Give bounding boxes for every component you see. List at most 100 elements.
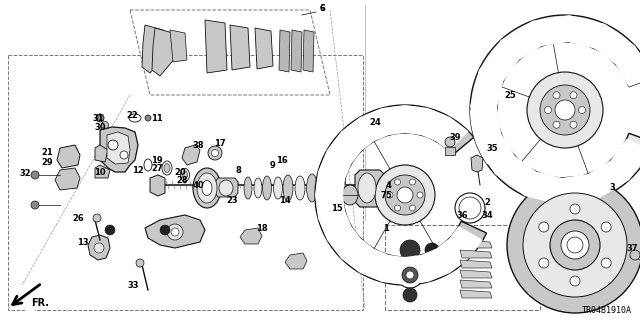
- Circle shape: [523, 193, 627, 297]
- Ellipse shape: [162, 161, 172, 175]
- Circle shape: [385, 175, 425, 215]
- Polygon shape: [215, 178, 238, 197]
- Ellipse shape: [193, 168, 221, 208]
- Polygon shape: [57, 145, 80, 168]
- Circle shape: [555, 100, 575, 120]
- Ellipse shape: [273, 177, 282, 199]
- Text: 38: 38: [192, 140, 204, 149]
- Polygon shape: [95, 165, 110, 178]
- Polygon shape: [460, 280, 492, 288]
- Polygon shape: [303, 30, 314, 72]
- Ellipse shape: [202, 180, 212, 196]
- Text: 27: 27: [151, 164, 163, 172]
- Polygon shape: [152, 28, 175, 76]
- Polygon shape: [460, 260, 492, 268]
- Circle shape: [427, 260, 437, 270]
- Circle shape: [445, 137, 455, 147]
- Text: 26: 26: [72, 213, 84, 222]
- Text: 10: 10: [94, 167, 106, 177]
- Circle shape: [160, 225, 170, 235]
- Circle shape: [570, 276, 580, 286]
- Circle shape: [406, 271, 414, 279]
- Circle shape: [527, 72, 603, 148]
- Polygon shape: [182, 145, 200, 165]
- Polygon shape: [291, 30, 302, 72]
- Text: 28: 28: [176, 175, 188, 185]
- Text: 23: 23: [226, 196, 238, 204]
- Circle shape: [601, 258, 611, 268]
- Text: 5: 5: [385, 190, 391, 199]
- Polygon shape: [55, 168, 80, 190]
- Bar: [445, 147, 455, 155]
- Circle shape: [410, 205, 415, 211]
- Text: 35: 35: [486, 143, 498, 153]
- Circle shape: [171, 228, 179, 236]
- Circle shape: [601, 222, 611, 232]
- Circle shape: [400, 240, 420, 260]
- Polygon shape: [471, 155, 483, 172]
- Circle shape: [31, 201, 39, 209]
- Text: 13: 13: [77, 237, 89, 246]
- Ellipse shape: [334, 174, 346, 202]
- Polygon shape: [205, 20, 227, 73]
- Polygon shape: [460, 240, 492, 248]
- Circle shape: [410, 179, 415, 185]
- Ellipse shape: [144, 159, 152, 171]
- Circle shape: [31, 171, 39, 179]
- Text: 29: 29: [41, 157, 53, 166]
- Text: 19: 19: [151, 156, 163, 164]
- Polygon shape: [142, 25, 165, 73]
- Polygon shape: [240, 228, 262, 244]
- Circle shape: [387, 192, 393, 198]
- Circle shape: [570, 204, 580, 214]
- Circle shape: [540, 85, 590, 135]
- Text: 8: 8: [235, 165, 241, 174]
- Polygon shape: [100, 127, 138, 172]
- Polygon shape: [460, 250, 492, 258]
- Text: 6: 6: [319, 4, 324, 12]
- Circle shape: [539, 258, 549, 268]
- Polygon shape: [150, 175, 165, 196]
- Text: 18: 18: [256, 223, 268, 233]
- Ellipse shape: [283, 175, 293, 201]
- Text: 31: 31: [92, 114, 104, 123]
- Circle shape: [561, 231, 589, 259]
- Polygon shape: [285, 253, 307, 269]
- Text: 39: 39: [449, 132, 461, 141]
- Polygon shape: [470, 110, 509, 164]
- Circle shape: [545, 107, 552, 114]
- Polygon shape: [279, 30, 290, 72]
- Text: FR.: FR.: [31, 298, 49, 308]
- Polygon shape: [255, 28, 273, 69]
- Ellipse shape: [197, 173, 217, 203]
- Text: 12: 12: [132, 165, 144, 174]
- Circle shape: [630, 250, 640, 260]
- Ellipse shape: [262, 176, 271, 200]
- Text: 2: 2: [484, 197, 490, 206]
- Ellipse shape: [319, 173, 331, 203]
- Text: 25: 25: [504, 91, 516, 100]
- Polygon shape: [470, 15, 640, 205]
- Text: 16: 16: [276, 156, 288, 164]
- Circle shape: [417, 192, 423, 198]
- Polygon shape: [230, 25, 250, 70]
- Circle shape: [570, 121, 577, 128]
- Text: 21: 21: [41, 148, 53, 156]
- Polygon shape: [15, 285, 45, 312]
- Text: 11: 11: [151, 114, 163, 123]
- Text: 9: 9: [269, 161, 275, 170]
- Circle shape: [167, 224, 183, 240]
- Circle shape: [208, 146, 222, 160]
- Circle shape: [553, 92, 560, 99]
- Text: 32: 32: [19, 169, 31, 178]
- Circle shape: [94, 243, 104, 253]
- Circle shape: [397, 262, 423, 288]
- Circle shape: [425, 243, 439, 257]
- Ellipse shape: [180, 169, 189, 181]
- Ellipse shape: [244, 177, 252, 199]
- Circle shape: [136, 259, 144, 267]
- Ellipse shape: [307, 174, 317, 202]
- Polygon shape: [145, 215, 205, 248]
- Circle shape: [402, 267, 418, 283]
- Ellipse shape: [129, 114, 141, 122]
